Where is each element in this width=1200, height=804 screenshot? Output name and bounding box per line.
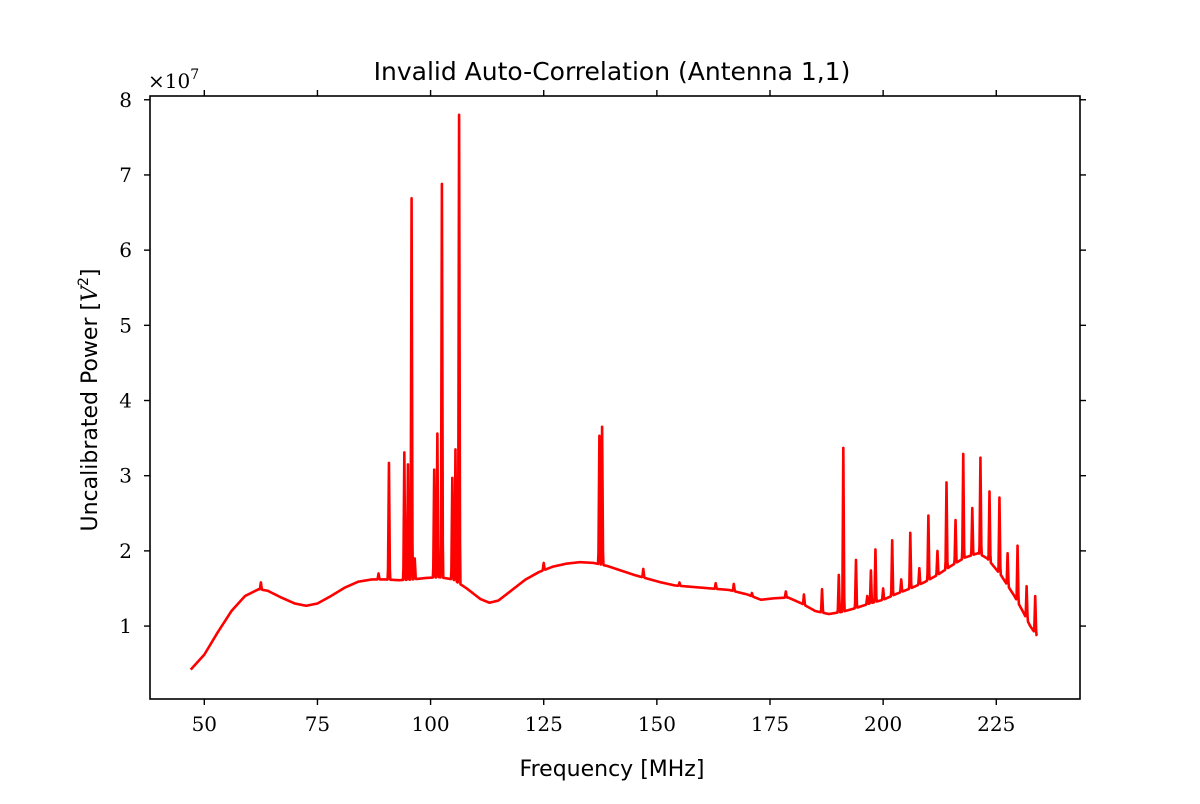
y-axis-label-close: ] bbox=[78, 269, 103, 278]
chart-title: Invalid Auto-Correlation (Antenna 1,1) bbox=[374, 57, 851, 86]
y-tick-label: 5 bbox=[119, 313, 132, 337]
x-tick-label: 200 bbox=[864, 712, 902, 736]
x-tick-label: 50 bbox=[192, 712, 217, 736]
y-tick-label: 7 bbox=[119, 163, 132, 187]
axes-frame bbox=[149, 95, 1081, 700]
y-axis-label-exponent: 2 bbox=[76, 277, 92, 286]
y-offset-base: ×10 bbox=[148, 69, 190, 93]
x-axis: 50 75 100 125 150 175 200 225 bbox=[192, 90, 1015, 736]
y-tick-label: 6 bbox=[119, 238, 132, 262]
y-offset-exponent: 7 bbox=[190, 67, 199, 83]
plot-area bbox=[149, 95, 1081, 700]
x-tick-label: 125 bbox=[525, 712, 563, 736]
y-tick-label: 1 bbox=[119, 614, 132, 638]
y-offset-text: ×107 bbox=[148, 67, 199, 93]
x-tick-label: 175 bbox=[751, 712, 789, 736]
y-axis-label-variable: V bbox=[78, 284, 103, 302]
y-axis-label-text: Uncalibrated Power [ bbox=[78, 302, 103, 532]
y-tick-label: 4 bbox=[119, 389, 132, 413]
series-line bbox=[189, 113, 1039, 671]
x-axis-label: Frequency [MHz] bbox=[520, 757, 705, 782]
y-axis-label: Uncalibrated Power [V2] bbox=[76, 269, 103, 532]
x-tick-label: 75 bbox=[305, 712, 330, 736]
x-tick-label: 225 bbox=[977, 712, 1015, 736]
y-axis: 1 2 3 4 5 6 7 8 bbox=[119, 88, 1086, 638]
y-tick-label: 8 bbox=[119, 88, 132, 112]
x-tick-label: 100 bbox=[411, 712, 449, 736]
y-tick-label: 3 bbox=[119, 464, 132, 488]
x-tick-label: 150 bbox=[638, 712, 676, 736]
y-tick-label: 2 bbox=[119, 539, 132, 563]
